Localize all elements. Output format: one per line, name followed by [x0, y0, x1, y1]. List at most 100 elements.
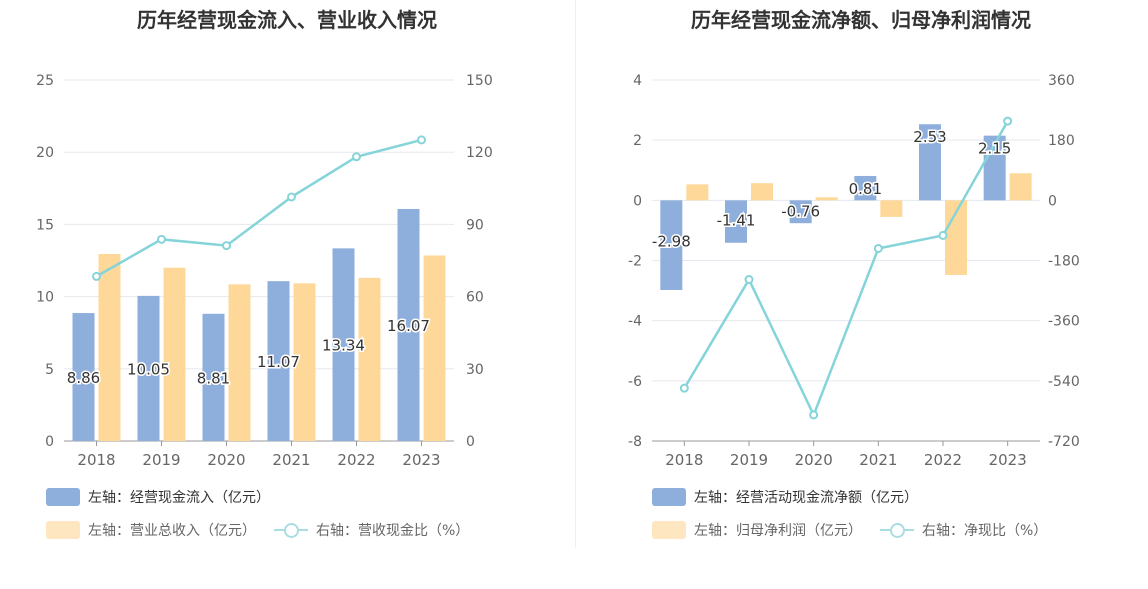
right-bar-series2 — [880, 200, 903, 217]
right-left-tick-label: -2 — [628, 254, 642, 270]
right-bar-series2 — [751, 183, 773, 201]
right-left-tick-label: -8 — [628, 434, 642, 450]
right-chart-title: 历年经营现金流净额、归母净利润情况 — [691, 8, 1031, 32]
legend-item-net-profit[interactable]: 左轴：归母净利润（亿元） — [652, 520, 862, 540]
left-left-tick-label: 20 — [36, 145, 54, 161]
right-right-tick-label: 180 — [1048, 133, 1075, 149]
left-right-tick-label: 30 — [466, 362, 484, 378]
right-chart-plot: -8 -6 -4 -2 0 2 4 -720 -540 -360 -180 0 180 360 2018 20… — [628, 73, 1080, 469]
left-left-tick-label: 10 — [36, 290, 54, 306]
left-data-label: 13.34 — [322, 337, 365, 355]
left-x-tick-label: 2019 — [142, 451, 180, 469]
right-data-label: -2.98 — [652, 233, 691, 251]
left-ratio-point — [287, 192, 296, 202]
left-x-tick-label: 2022 — [337, 451, 375, 469]
right-ratio-point — [873, 243, 883, 253]
left-bar-series1 — [202, 313, 225, 441]
left-data-label: 8.86 — [67, 369, 100, 387]
right-x-tick-label: 2022 — [924, 451, 962, 469]
left-ratio-point — [222, 241, 231, 251]
legend-swatch-cash-inflow — [46, 488, 80, 506]
right-data-label: 2.53 — [913, 128, 946, 146]
right-x-tick-label: 2020 — [795, 451, 833, 469]
left-chart-title: 历年经营现金流入、营业收入情况 — [137, 8, 437, 32]
left-right-tick-label: 90 — [466, 217, 484, 233]
left-data-label: 10.05 — [127, 360, 170, 378]
legend-label-net-cash-ratio: 右轴：净现比（%） — [922, 523, 1048, 539]
left-data-label: 11.07 — [257, 353, 300, 371]
legend-item-revenue-cash-ratio[interactable]: 右轴：营收现金比（%） — [274, 520, 469, 540]
right-ratio-point — [1003, 116, 1013, 126]
left-bar-series2 — [228, 284, 251, 441]
left-bar-series1 — [267, 281, 290, 441]
left-data-label: 8.81 — [197, 369, 230, 387]
right-chart-panel: 历年经营现金流净额、归母净利润情况 -8 -6 -4 -2 0 2 4 -720 -540 -36… — [574, 0, 1148, 589]
left-bar-series2 — [293, 283, 316, 441]
right-ratio-line — [683, 120, 1009, 419]
left-legend-row-1: 左轴：经营现金流入（亿元） — [46, 487, 288, 507]
right-bar-series1 — [660, 200, 683, 290]
left-left-tick-label: 15 — [36, 217, 54, 233]
right-left-tick-label: 0 — [633, 193, 642, 209]
left-ratio-point — [417, 135, 426, 145]
right-x-tick-label: 2019 — [730, 451, 768, 469]
right-bar-series2 — [686, 184, 709, 201]
right-x-tick-label: 2023 — [989, 451, 1027, 469]
left-bar-series1 — [332, 248, 355, 441]
legend-item-net-cash-ratio[interactable]: 右轴：净现比（%） — [880, 520, 1047, 540]
left-chart-plot: 0 5 10 15 20 25 0 30 60 90 120 150 2018 2019 2020 2021 2… — [36, 73, 493, 469]
right-bar-series2 — [945, 200, 967, 275]
left-bar-series2 — [423, 255, 446, 441]
left-right-tick-label: 150 — [466, 73, 493, 89]
legend-item-revenue[interactable]: 左轴：营业总收入（亿元） — [46, 520, 256, 540]
left-x-tick-label: 2023 — [402, 451, 440, 469]
right-ratio-point — [744, 275, 754, 285]
left-x-tick-label: 2021 — [272, 451, 310, 469]
left-bar-series2 — [358, 277, 381, 441]
right-bar-series1 — [919, 124, 941, 201]
left-data-label: 16.07 — [387, 317, 430, 335]
right-right-tick-label: 0 — [1048, 193, 1057, 209]
legend-label-revenue-cash-ratio: 右轴：营收现金比（%） — [316, 523, 470, 539]
legend-label-cash-inflow: 左轴：经营现金流入（亿元） — [88, 490, 270, 506]
right-data-label: 0.81 — [849, 180, 882, 198]
legend-swatch-net-cash-ratio — [880, 521, 914, 539]
left-ratio-point — [157, 234, 166, 244]
left-x-tick-label: 2018 — [77, 451, 115, 469]
legend-label-net-profit: 左轴：归母净利润（亿元） — [694, 523, 862, 539]
right-right-tick-label: 360 — [1048, 73, 1075, 89]
right-x-tick-label: 2018 — [665, 451, 703, 469]
right-data-label: -1.41 — [717, 211, 756, 229]
left-chart-panel: 历年经营现金流入、营业收入情况 0 5 10 15 20 25 0 30 60 90 120 150 2… — [36, 8, 493, 540]
right-right-tick-label: -540 — [1048, 374, 1080, 390]
right-right-tick-label: -360 — [1048, 314, 1080, 330]
right-bar-series2 — [815, 197, 838, 201]
left-left-tick-label: 0 — [45, 434, 54, 450]
left-x-tick-label: 2020 — [207, 451, 245, 469]
right-left-tick-label: -4 — [628, 314, 642, 330]
legend-swatch-net-operating-cash — [652, 488, 686, 506]
right-legend-row-1: 左轴：经营活动现金流净额（亿元） — [652, 487, 936, 507]
legend-swatch-revenue-cash-ratio — [274, 521, 308, 539]
right-left-tick-label: -6 — [628, 374, 642, 390]
left-left-tick-label: 25 — [36, 73, 54, 89]
panel-divider — [575, 0, 576, 548]
right-bar-series1 — [854, 175, 877, 201]
right-x-tick-label: 2021 — [859, 451, 897, 469]
legend-label-revenue: 左轴：营业总收入（亿元） — [88, 523, 256, 539]
right-right-tick-label: -720 — [1048, 434, 1080, 450]
legend-item-net-operating-cash[interactable]: 左轴：经营活动现金流净额（亿元） — [652, 487, 918, 507]
legend-item-cash-inflow[interactable]: 左轴：经营现金流入（亿元） — [46, 487, 270, 507]
right-ratio-point — [809, 410, 819, 420]
right-data-label: 2.15 — [978, 140, 1011, 158]
left-ratio-line — [95, 138, 422, 278]
left-bar-series2 — [98, 254, 121, 441]
left-bar-series1 — [72, 313, 95, 441]
left-right-tick-label: 0 — [466, 434, 475, 450]
left-legend-row-2: 左轴：营业总收入（亿元） 右轴：营收现金比（%） — [46, 520, 487, 540]
legend-swatch-revenue — [46, 521, 80, 539]
right-bar-series1 — [789, 200, 812, 224]
right-left-tick-label: 2 — [633, 133, 642, 149]
left-right-tick-label: 120 — [466, 145, 493, 161]
left-ratio-point — [92, 271, 101, 281]
